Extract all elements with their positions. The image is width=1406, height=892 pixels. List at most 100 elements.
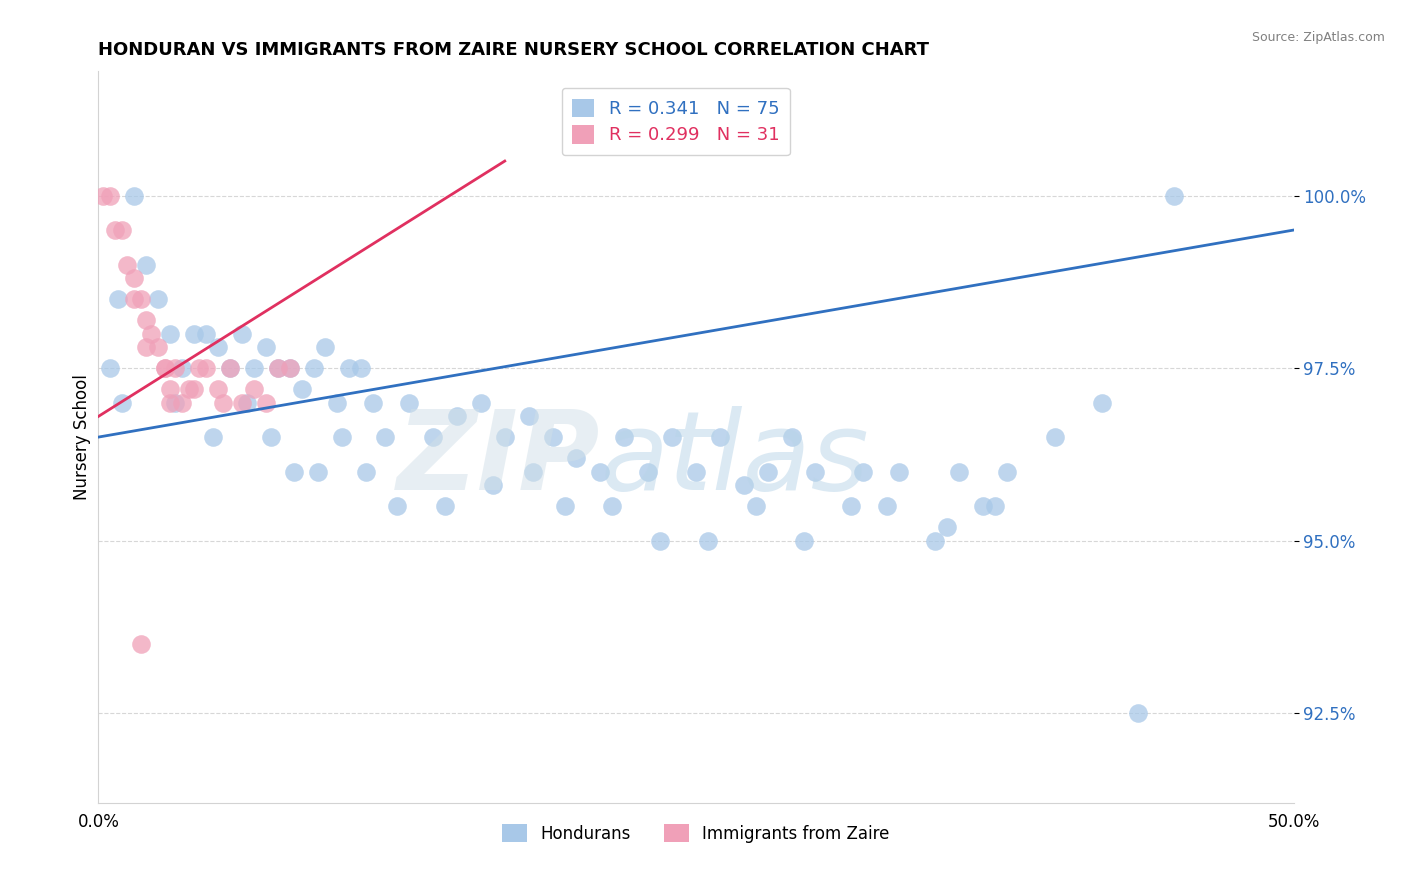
Point [172, 361, 194, 376]
Point [235, 395, 257, 409]
Point [159, 395, 181, 409]
Point [231, 395, 253, 409]
Point [254, 340, 277, 354]
Point [350, 361, 373, 376]
Point [522, 465, 544, 479]
Point [637, 465, 659, 479]
Point [804, 465, 827, 479]
Point [172, 395, 194, 409]
Point [315, 340, 337, 354]
Point [330, 430, 353, 444]
Point [98, 361, 122, 376]
Point [195, 361, 218, 376]
Point [936, 520, 959, 534]
Point [115, 258, 138, 272]
Point [283, 465, 305, 479]
Point [159, 326, 181, 341]
Point [267, 361, 290, 376]
Point [889, 465, 911, 479]
Point [104, 223, 127, 237]
Point [111, 395, 134, 409]
Point [179, 382, 201, 396]
Point [219, 361, 242, 376]
Point [278, 361, 301, 376]
Point [841, 499, 863, 513]
Point [131, 637, 153, 651]
Point [135, 312, 157, 326]
Point [124, 271, 146, 285]
Point [434, 499, 457, 513]
Point [354, 465, 377, 479]
Point [159, 382, 181, 396]
Point [183, 326, 205, 341]
Point [650, 533, 672, 548]
Point [207, 382, 229, 396]
Point [131, 292, 153, 306]
Point [517, 409, 540, 424]
Point [219, 361, 242, 376]
Point [972, 499, 994, 513]
Point [470, 395, 492, 409]
Point [780, 430, 803, 444]
Point [291, 382, 314, 396]
Point [709, 430, 731, 444]
Point [183, 382, 205, 396]
Point [446, 409, 468, 424]
Point [278, 361, 301, 376]
Point [852, 465, 875, 479]
Point [948, 465, 970, 479]
Point [733, 478, 755, 492]
Point [155, 361, 177, 376]
Point [924, 533, 946, 548]
Point [231, 326, 253, 341]
Point [339, 361, 361, 376]
Point [1091, 395, 1114, 409]
Point [363, 395, 385, 409]
Point [793, 533, 815, 548]
Point [541, 430, 564, 444]
Point [195, 326, 218, 341]
Point [155, 361, 177, 376]
Text: Source: ZipAtlas.com: Source: ZipAtlas.com [1251, 31, 1385, 45]
Point [385, 499, 409, 513]
Point [163, 395, 186, 409]
Point [98, 188, 122, 202]
Point [876, 499, 898, 513]
Point [697, 533, 720, 548]
Text: ZIP: ZIP [396, 406, 600, 513]
Point [422, 430, 444, 444]
Point [111, 223, 134, 237]
Y-axis label: Nursery School: Nursery School [73, 374, 91, 500]
Point [163, 361, 186, 376]
Point [398, 395, 420, 409]
Point [302, 361, 325, 376]
Text: atlas: atlas [600, 406, 869, 513]
Point [139, 326, 162, 341]
Point [124, 188, 146, 202]
Point [995, 465, 1018, 479]
Point [482, 478, 505, 492]
Point [259, 430, 281, 444]
Point [135, 258, 157, 272]
Point [1128, 706, 1150, 720]
Point [202, 430, 225, 444]
Point [107, 292, 129, 306]
Point [207, 340, 229, 354]
Point [756, 465, 779, 479]
Point [243, 382, 266, 396]
Point [554, 499, 576, 513]
Point [243, 361, 266, 376]
Point [326, 395, 349, 409]
Point [1043, 430, 1066, 444]
Point [374, 430, 396, 444]
Point [211, 395, 233, 409]
Point [187, 361, 209, 376]
Point [124, 292, 146, 306]
Point [148, 340, 170, 354]
Point [602, 499, 624, 513]
Point [148, 292, 170, 306]
Point [254, 395, 277, 409]
Point [745, 499, 768, 513]
Point [307, 465, 329, 479]
Point [589, 465, 612, 479]
